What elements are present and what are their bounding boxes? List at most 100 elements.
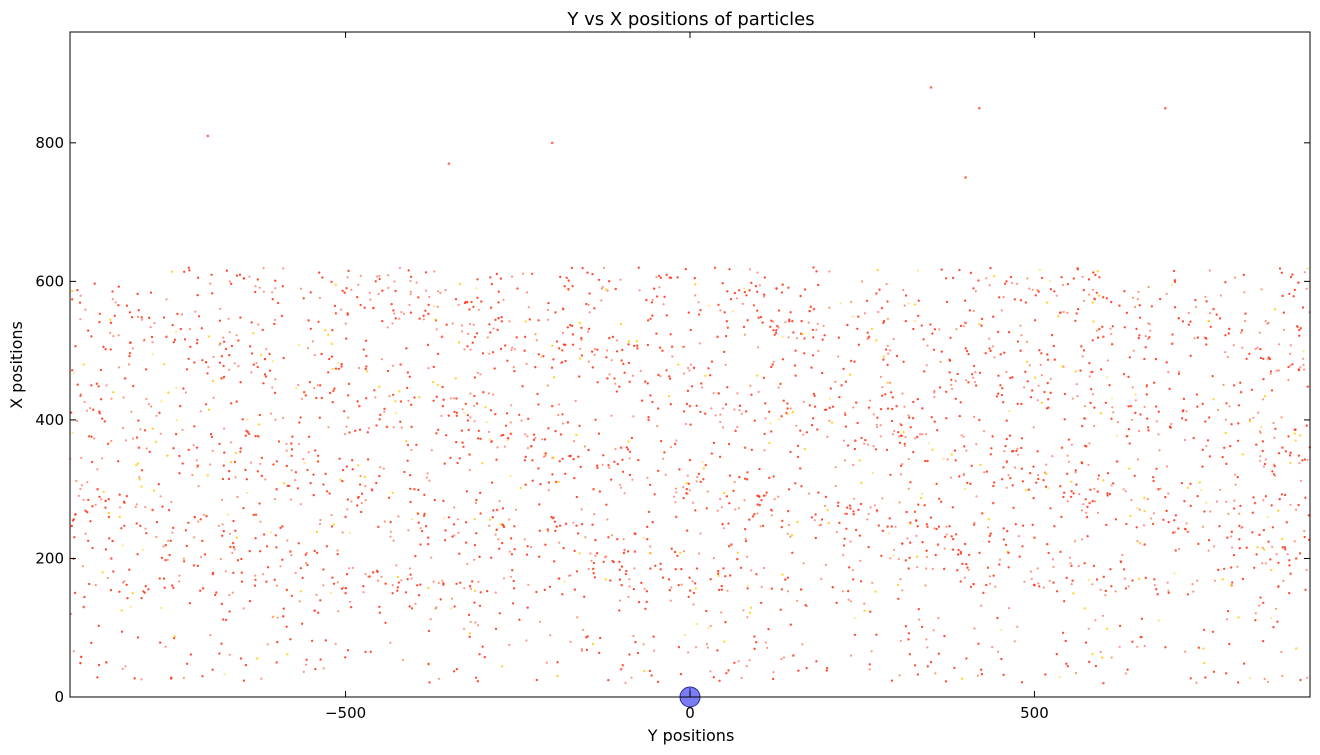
particle-point <box>692 603 695 606</box>
particle-point <box>1224 351 1227 354</box>
particle-point <box>351 566 354 570</box>
particle-point <box>1110 397 1114 400</box>
particle-point <box>1096 477 1099 481</box>
particle-point <box>1096 329 1099 332</box>
particle-point <box>275 661 278 664</box>
particle-point <box>982 430 986 433</box>
particle-point <box>228 280 231 283</box>
particle-point <box>235 334 238 337</box>
particle-point <box>538 620 542 623</box>
particle-point <box>110 439 113 443</box>
particle-point <box>945 533 948 536</box>
particle-point <box>1225 618 1228 621</box>
particle-point <box>474 621 477 624</box>
particle-point <box>782 656 786 659</box>
particle-point <box>1051 455 1054 458</box>
particle-point <box>436 305 439 308</box>
particle-point <box>889 557 892 560</box>
particle-point <box>1075 383 1078 386</box>
particle-point <box>1102 335 1105 339</box>
particle-point <box>600 299 603 302</box>
particle-point <box>347 567 350 570</box>
particle-point <box>1087 627 1090 630</box>
particle-point <box>1239 331 1243 334</box>
particle-point <box>899 639 902 643</box>
particle-point <box>989 582 992 585</box>
particle-point <box>453 397 456 400</box>
particle-point <box>762 566 766 570</box>
particle-point <box>1071 397 1074 400</box>
particle-point <box>399 363 402 366</box>
particle-point <box>919 433 922 436</box>
particle-point <box>1219 488 1222 491</box>
particle-point <box>76 419 79 423</box>
particle-point <box>764 494 767 497</box>
particle-point <box>137 446 141 449</box>
particle-point <box>1262 398 1265 401</box>
particle-point <box>942 458 945 461</box>
particle-point <box>508 320 511 323</box>
particle-point <box>818 524 821 527</box>
particle-point <box>344 322 347 325</box>
particle-point <box>1258 331 1261 334</box>
particle-point <box>1101 614 1105 617</box>
particle-point <box>988 284 991 287</box>
particle-point <box>349 600 352 603</box>
particle-point <box>285 449 288 452</box>
particle-point <box>749 384 752 387</box>
particle-point <box>318 296 321 300</box>
particle-point <box>165 335 168 339</box>
particle-point <box>1048 579 1051 582</box>
particle-point <box>114 301 117 304</box>
particle-point <box>408 567 412 570</box>
particle-point <box>949 476 953 479</box>
particle-point <box>619 278 622 281</box>
particle-point <box>1036 289 1039 292</box>
particle-point <box>740 676 743 680</box>
particle-point <box>1260 425 1263 429</box>
particle-point <box>1289 364 1292 367</box>
particle-point <box>139 428 142 431</box>
particle-point <box>558 541 561 544</box>
particle-point <box>587 303 590 306</box>
particle-point <box>872 445 875 448</box>
particle-point <box>1019 324 1022 327</box>
particle-point <box>167 539 170 542</box>
particle-point <box>743 287 746 290</box>
particle-point <box>358 404 361 408</box>
particle-point <box>1306 458 1309 461</box>
particle-point <box>377 293 380 296</box>
particle-point <box>628 585 631 588</box>
particle-point <box>1149 329 1152 332</box>
particle-point <box>234 476 237 479</box>
particle-point <box>973 380 977 384</box>
particle-point <box>194 310 197 313</box>
particle-point <box>1132 349 1135 352</box>
particle-point <box>96 487 99 491</box>
particle-point <box>639 369 642 372</box>
particle-point <box>619 486 623 489</box>
particle-point <box>903 405 906 408</box>
particle-point <box>1037 384 1040 387</box>
particle-point <box>631 374 635 377</box>
particle-point <box>655 276 658 279</box>
particle-point <box>816 322 819 325</box>
particle-point <box>141 318 144 321</box>
particle-point <box>899 473 903 476</box>
particle-point <box>1298 462 1301 465</box>
particle-point <box>1110 333 1113 336</box>
particle-point <box>854 439 857 442</box>
particle-point <box>898 501 901 504</box>
particle-point <box>468 453 471 456</box>
particle-point <box>593 353 596 356</box>
particle-point <box>682 485 685 489</box>
particle-point <box>463 627 466 630</box>
particle-point <box>94 503 97 506</box>
particle-point <box>236 495 239 499</box>
particle-point <box>535 339 538 342</box>
particle-point <box>234 529 237 533</box>
particle-point <box>1201 525 1204 528</box>
particle-point <box>469 416 472 419</box>
particle-point <box>1110 484 1113 487</box>
particle-point <box>340 308 343 311</box>
